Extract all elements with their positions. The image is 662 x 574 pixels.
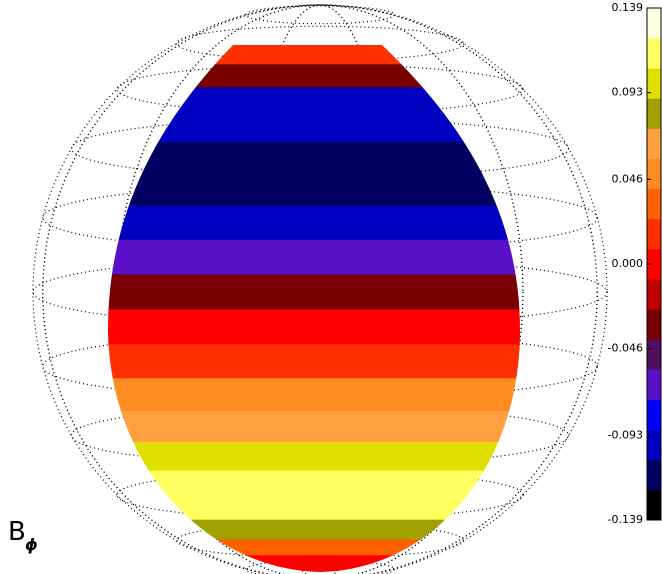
contour-band bbox=[100, 0, 530, 65]
colorbar-swatch bbox=[647, 8, 661, 38]
colorbar-tick-label: 0.139 bbox=[612, 1, 644, 14]
colorbar-swatch bbox=[647, 339, 661, 369]
contour-band bbox=[100, 173, 530, 206]
contour-band bbox=[100, 344, 530, 379]
colorbar-swatch bbox=[647, 430, 661, 460]
contour-band bbox=[100, 471, 530, 498]
contour-band bbox=[100, 378, 530, 411]
contour-band bbox=[100, 442, 530, 471]
chart: -0.139 -0.093 -0.046 0.000 0.046 0.093 0.139 B… bbox=[0, 0, 662, 574]
contour-band bbox=[100, 87, 530, 114]
colorbar-tick-label: 0.000 bbox=[612, 257, 644, 270]
colorbar-swatch bbox=[647, 309, 661, 339]
contour-band bbox=[100, 274, 530, 310]
colorbar-swatch bbox=[647, 369, 661, 399]
parallel bbox=[246, 6, 395, 24]
contour-band bbox=[100, 142, 530, 173]
colorbar-swatch bbox=[647, 460, 661, 490]
contour-band bbox=[100, 113, 530, 142]
contour-band bbox=[100, 539, 530, 555]
colorbar-tick-label: -0.046 bbox=[608, 342, 643, 355]
colorbar-tick-label: 0.046 bbox=[612, 172, 644, 185]
contour-band bbox=[100, 555, 530, 574]
colorbar-swatch bbox=[647, 279, 661, 309]
contour-band bbox=[100, 310, 530, 345]
colorbar-swatch bbox=[647, 219, 661, 249]
field-label: B bbox=[8, 517, 26, 547]
colorbar-swatch bbox=[647, 38, 661, 68]
colorbar-swatch bbox=[647, 128, 661, 158]
colorbar-swatch bbox=[647, 189, 661, 219]
contour-field bbox=[100, 0, 530, 574]
colorbar-swatch bbox=[647, 400, 661, 430]
colorbar: -0.139 -0.093 -0.046 0.000 0.046 0.093 0.139 bbox=[608, 1, 661, 526]
colorbar-tick-label: -0.093 bbox=[608, 428, 643, 441]
colorbar-swatch bbox=[647, 159, 661, 189]
contour-band bbox=[100, 240, 530, 275]
colorbar-swatch bbox=[647, 98, 661, 128]
contour-band bbox=[100, 206, 530, 241]
colorbar-swatch bbox=[647, 68, 661, 98]
contour-band bbox=[100, 64, 530, 87]
contour-band bbox=[100, 411, 530, 442]
contour-band bbox=[100, 497, 530, 520]
colorbar-swatch bbox=[647, 490, 661, 520]
colorbar-tick-label: -0.139 bbox=[608, 513, 643, 526]
field-label-sub: ϕ bbox=[25, 535, 38, 554]
colorbar-tick-label: 0.093 bbox=[612, 86, 644, 99]
